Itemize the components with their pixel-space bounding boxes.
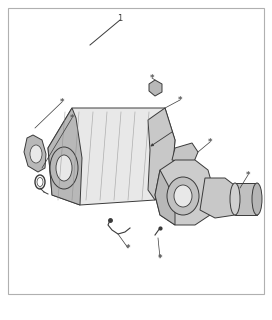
Text: *: * (178, 95, 182, 105)
Polygon shape (172, 143, 198, 164)
Bar (8, 8, 264, 294)
Text: *: * (158, 253, 162, 262)
Ellipse shape (56, 155, 72, 181)
Polygon shape (24, 135, 46, 172)
Ellipse shape (50, 147, 78, 189)
Polygon shape (155, 160, 215, 225)
Ellipse shape (167, 177, 199, 215)
Text: 1: 1 (118, 14, 123, 23)
Ellipse shape (230, 183, 240, 215)
Ellipse shape (174, 185, 192, 207)
Bar (235, 183, 257, 215)
Polygon shape (200, 178, 240, 218)
Polygon shape (48, 108, 82, 205)
Ellipse shape (252, 183, 262, 215)
Text: *: * (246, 171, 250, 180)
Text: *: * (60, 98, 64, 107)
Ellipse shape (30, 145, 42, 163)
Text: *: * (150, 74, 154, 83)
Polygon shape (155, 170, 175, 225)
Polygon shape (148, 108, 175, 200)
Text: *: * (70, 114, 74, 123)
Polygon shape (48, 108, 175, 205)
Text: *: * (208, 138, 212, 147)
Polygon shape (149, 80, 162, 96)
Text: *: * (126, 244, 130, 252)
